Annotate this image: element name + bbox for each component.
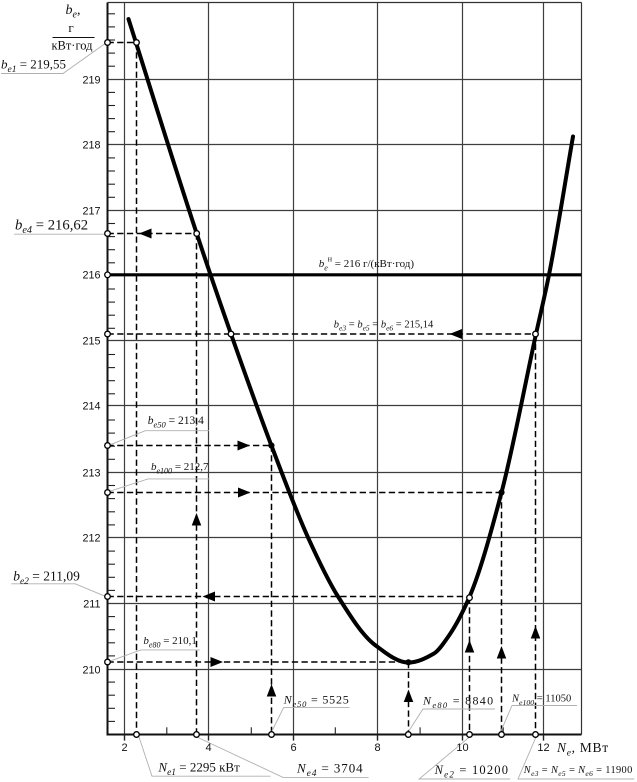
svg-text:be80 = 210,1: be80 = 210,1 xyxy=(143,635,197,650)
svg-text:2: 2 xyxy=(121,742,127,754)
svg-text:218: 218 xyxy=(82,139,100,151)
svg-text:be,: be, xyxy=(66,3,81,21)
svg-text:Ne2 = 10200: Ne2 = 10200 xyxy=(434,763,510,780)
svg-text:Ne3 = Ne5 = Ne6 = 11900: Ne3 = Ne5 = Ne6 = 11900 xyxy=(523,765,633,778)
svg-text:г: г xyxy=(68,20,73,35)
svg-text:219: 219 xyxy=(82,74,100,86)
svg-text:10: 10 xyxy=(456,742,468,754)
svg-text:be50 = 213,4: be50 = 213,4 xyxy=(148,415,204,430)
svg-text:8: 8 xyxy=(374,742,380,754)
svg-text:6: 6 xyxy=(290,742,296,754)
svg-text:214: 214 xyxy=(82,400,100,412)
svg-text:216: 216 xyxy=(82,270,100,282)
svg-text:be4 = 216,62: be4 = 216,62 xyxy=(15,218,88,237)
svg-text:217: 217 xyxy=(82,205,100,217)
svg-text:Ne80 = 8840: Ne80 = 8840 xyxy=(422,694,494,711)
svg-text:be2 = 211,09: be2 = 211,09 xyxy=(13,569,80,588)
svg-text:215: 215 xyxy=(82,335,100,347)
svg-text:213: 213 xyxy=(82,467,100,479)
svg-text:12: 12 xyxy=(537,742,549,754)
svg-text:211: 211 xyxy=(83,598,100,610)
svg-text:Ne1 = 2295 кВт: Ne1 = 2295 кВт xyxy=(157,760,240,779)
svg-text:be3 = be5 = be6 = 215,14: be3 = be5 = be6 = 215,14 xyxy=(334,320,434,333)
svg-text:be1 = 219,55: be1 = 219,55 xyxy=(1,57,66,76)
svg-text:210: 210 xyxy=(82,664,100,676)
svg-text:кВт·год: кВт·год xyxy=(51,39,93,53)
svg-text:be100 = 212,7: be100 = 212,7 xyxy=(151,461,209,476)
svg-text:Ne, МВт: Ne, МВт xyxy=(556,740,609,759)
svg-text:4: 4 xyxy=(205,742,211,754)
svg-text:Ne50 = 5525: Ne50 = 5525 xyxy=(283,693,350,710)
svg-text:beн = 216 г/(кВт·год): beн = 216 г/(кВт·год) xyxy=(319,255,415,273)
svg-text:Ne4 = 3704: Ne4 = 3704 xyxy=(296,761,364,780)
svg-text:Ne100 = 11050: Ne100 = 11050 xyxy=(511,694,571,708)
svg-text:212: 212 xyxy=(82,532,100,544)
